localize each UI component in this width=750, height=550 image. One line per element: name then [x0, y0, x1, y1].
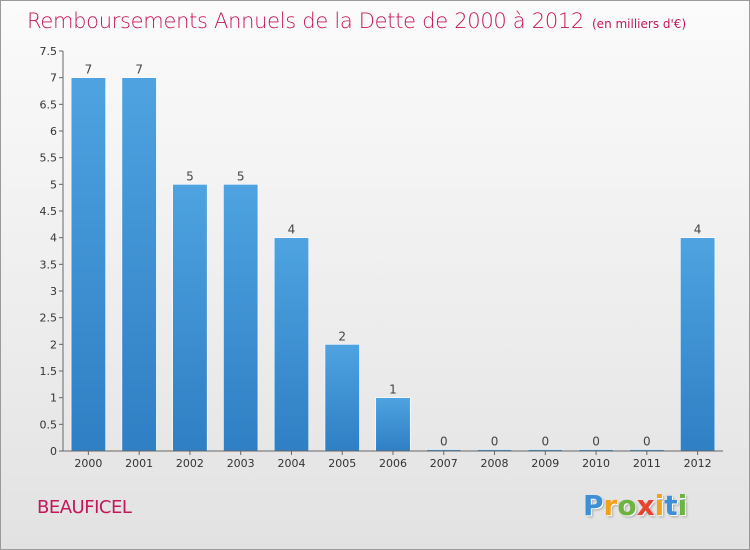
y-tick-label: 4.5: [40, 205, 58, 218]
bar-2004: [273, 237, 310, 452]
logo-letter: x: [636, 489, 655, 522]
x-tick-label-2008: 2008: [481, 457, 509, 470]
logo-letter: i: [677, 489, 688, 522]
x-tick-label-2010: 2010: [582, 457, 610, 470]
x-tick-label-2003: 2003: [227, 457, 255, 470]
data-label-2008: 0: [491, 435, 499, 449]
y-tick-label: 1: [50, 392, 57, 405]
x-tick-label-2012: 2012: [684, 457, 712, 470]
logo-letter: o: [617, 489, 637, 522]
bar-2000: [70, 77, 106, 452]
y-tick-label: 6: [50, 125, 57, 138]
logo-letter: i: [654, 489, 665, 522]
data-label-2009: 0: [541, 435, 549, 449]
data-label-2001: 7: [135, 63, 143, 77]
x-tick-label-2009: 2009: [531, 457, 559, 470]
bar-2006: [375, 397, 411, 452]
y-tick-label: 0.5: [40, 418, 58, 431]
commune-name: BEAUFICEL: [37, 497, 132, 518]
x-tick-label-2005: 2005: [328, 457, 356, 470]
y-tick-label: 5: [50, 178, 57, 191]
y-tick-label: 6.5: [40, 98, 58, 111]
y-tick-label: 2: [50, 338, 57, 351]
bar-2002: [172, 184, 208, 452]
data-label-2003: 5: [237, 169, 245, 183]
x-tick-label-2000: 2000: [74, 457, 102, 470]
x-tick-label-2001: 2001: [125, 457, 153, 470]
y-tick-label: 0: [50, 445, 57, 458]
y-tick-label: 5.5: [40, 152, 58, 165]
x-tick-label-2004: 2004: [277, 457, 305, 470]
bars: 7 7 5 5 4 2 1 0 0 0 0 0 4: [70, 63, 716, 452]
y-tick-label: 7.5: [40, 45, 58, 58]
data-label-2004: 4: [288, 223, 296, 237]
bar-2003: [223, 184, 259, 452]
y-tick-label: 7: [50, 72, 57, 85]
x-axis: 2000 2001 2002 2003 2004 2005 2006 2007 2008 2009…: [63, 450, 723, 470]
y-tick-label: 3: [50, 285, 57, 298]
logo-letter: t: [664, 489, 678, 522]
x-tick-label-2007: 2007: [430, 457, 458, 470]
y-tick-label: 3.5: [40, 258, 58, 271]
data-label-2012: 4: [694, 223, 702, 237]
data-label-2000: 7: [85, 63, 93, 77]
data-label-2006: 1: [389, 383, 397, 397]
data-label-2005: 2: [338, 329, 346, 343]
y-tick-label: 4: [50, 232, 57, 245]
data-label-2011: 0: [643, 435, 651, 449]
y-tick-label: 2.5: [40, 312, 58, 325]
logo-letter: r: [603, 489, 618, 522]
chart-title-text: Remboursements Annuels de la Dette de 20…: [27, 9, 584, 33]
bar-2012: [680, 237, 716, 452]
logo-letter: P: [583, 489, 604, 522]
data-label-2010: 0: [592, 435, 600, 449]
x-tick-label-2006: 2006: [379, 457, 407, 470]
y-tick-label: 1.5: [40, 365, 58, 378]
chart-title: Remboursements Annuels de la Dette de 20…: [27, 9, 686, 33]
bar-2005: [324, 344, 360, 452]
bar-2001: [121, 77, 157, 452]
proxiti-logo: Proxiti: [583, 489, 687, 522]
y-axis: 0 0.5 1 1.5 2 2.5 3 3.5 4 4.5 5 5.5 6 6.5 7 7.5: [40, 45, 64, 458]
x-tick-label-2002: 2002: [176, 457, 204, 470]
chart-unit-label: (en milliers d'€): [592, 17, 687, 31]
data-label-2002: 5: [186, 169, 194, 183]
data-label-2007: 0: [440, 435, 448, 449]
x-tick-label-2011: 2011: [633, 457, 661, 470]
